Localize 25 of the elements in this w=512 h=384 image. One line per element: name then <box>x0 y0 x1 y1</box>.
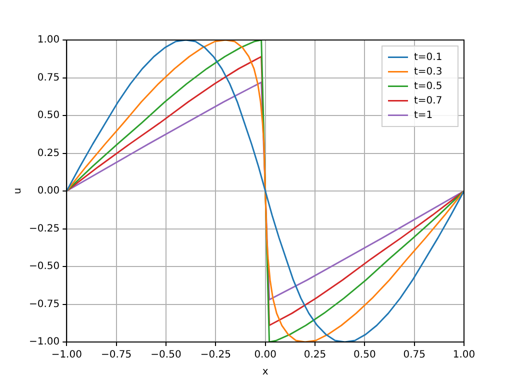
x-tick-label: 1.00 <box>452 350 476 361</box>
x-tick-label: −0.25 <box>200 350 231 361</box>
legend-label: t=0.5 <box>414 80 442 92</box>
y-tick-label: 1.00 <box>37 34 60 46</box>
legend-label: t=0.7 <box>414 95 442 106</box>
x-tick-label: 0.25 <box>304 350 326 361</box>
x-tick-label: −0.75 <box>100 350 132 361</box>
x-tick-label: 0.75 <box>403 350 426 361</box>
x-tick-label: −1.00 <box>51 350 82 361</box>
x-tick-label: 0.50 <box>354 350 376 361</box>
x-axis-title: x <box>262 366 268 378</box>
legend-label: t=0.1 <box>414 52 442 63</box>
legend-label: t=0.3 <box>414 66 442 78</box>
y-axis-title: u <box>12 188 24 194</box>
y-tick-label: −1.00 <box>28 336 60 348</box>
x-tick-label: 0.00 <box>254 350 276 361</box>
y-tick-label: −0.50 <box>28 261 60 272</box>
y-tick-label: −0.75 <box>28 298 60 310</box>
y-tick-label: 0.50 <box>37 110 60 122</box>
y-tick-label: −0.25 <box>28 223 60 234</box>
y-tick-label: 0.75 <box>37 72 60 84</box>
x-tick-label: −0.50 <box>150 350 182 361</box>
legend-label: t=1 <box>414 110 433 121</box>
y-tick-label: 0.00 <box>37 186 60 197</box>
y-tick-label: 0.25 <box>37 148 60 159</box>
